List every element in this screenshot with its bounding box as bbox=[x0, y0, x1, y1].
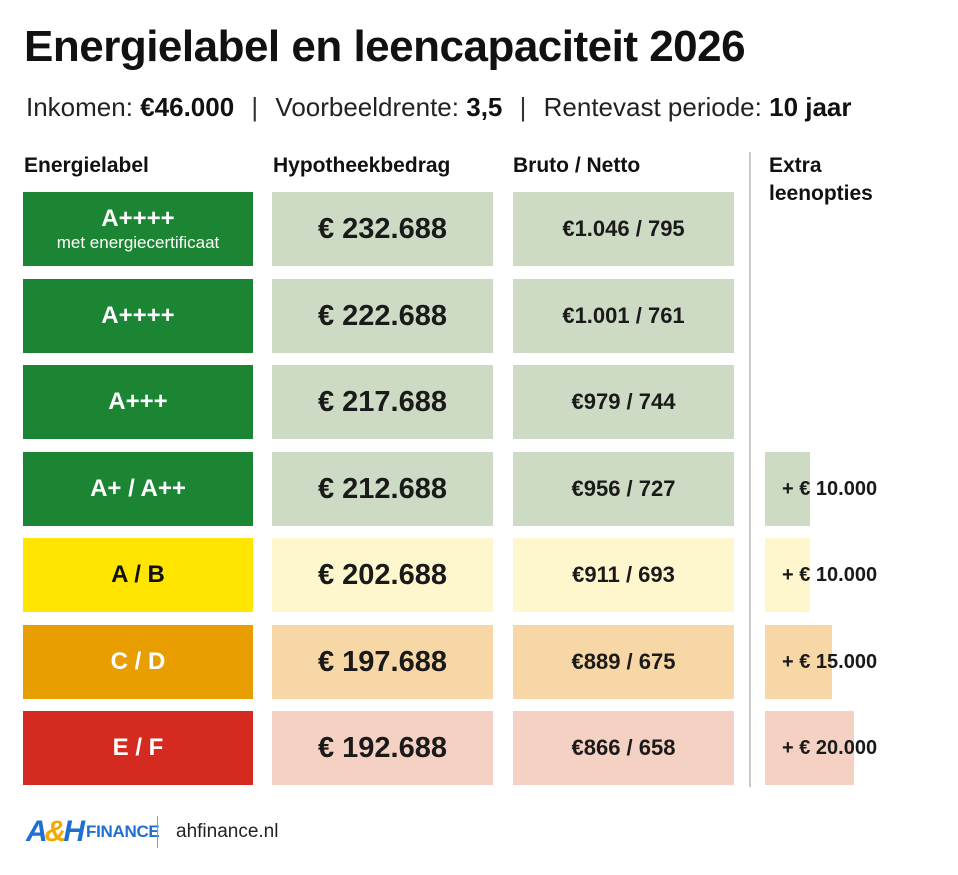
table-row: A+ / A++ € 212.688 €956 / 727 + € 10.000 bbox=[0, 452, 958, 526]
periode-label: Rentevast periode: bbox=[543, 92, 762, 122]
energy-label-cell: A+ / A++ bbox=[23, 452, 253, 526]
column-header-extra-line1: Extra bbox=[769, 154, 822, 177]
footer-url: ahfinance.nl bbox=[176, 821, 279, 842]
mortgage-amount-cell: € 202.688 bbox=[272, 538, 493, 612]
energy-label-cell: E / F bbox=[23, 711, 253, 785]
energy-label-cell: C / D bbox=[23, 625, 253, 699]
extra-loan-bar bbox=[765, 711, 854, 785]
mortgage-amount-cell: € 217.688 bbox=[272, 365, 493, 439]
ah-finance-logo: A&H FINANCE bbox=[26, 815, 160, 848]
table-row: C / D € 197.688 €889 / 675 + € 15.000 bbox=[0, 625, 958, 699]
logo-wordmark: FINANCE bbox=[86, 822, 160, 841]
gross-net-cell: €889 / 675 bbox=[513, 625, 734, 699]
subtitle: Inkomen: €46.000 | Voorbeeldrente: 3,5 |… bbox=[26, 92, 852, 123]
periode-value: 10 jaar bbox=[769, 92, 852, 122]
extra-loan-label: + € 10.000 bbox=[782, 478, 878, 500]
mortgage-amount-cell: € 192.688 bbox=[272, 711, 493, 785]
inkomen-value: €46.000 bbox=[140, 92, 235, 122]
table-row: A+++ € 217.688 €979 / 744 bbox=[0, 365, 958, 439]
energy-label-cell: A / B bbox=[23, 538, 253, 612]
extra-loan-label: + € 15.000 bbox=[782, 651, 878, 673]
gross-net-cell: €1.046 / 795 bbox=[513, 192, 734, 266]
energy-label-text: A++++ bbox=[101, 302, 175, 329]
footer-divider bbox=[157, 816, 158, 848]
column-header-extra: Extra leenopties bbox=[769, 152, 873, 208]
chart-title: Energielabel en leencapaciteit 2026 bbox=[24, 22, 746, 71]
energy-label-text: A / B bbox=[111, 561, 165, 588]
energy-label-cell: A++++ met energiecertificaat bbox=[23, 192, 253, 266]
energy-label-text: E / F bbox=[112, 734, 164, 761]
column-divider bbox=[749, 152, 751, 787]
energy-label-cell: A+++ bbox=[23, 365, 253, 439]
table-row: E / F € 192.688 €866 / 658 + € 20.000 bbox=[0, 711, 958, 785]
mortgage-amount-cell: € 197.688 bbox=[272, 625, 493, 699]
energy-label-text: A+++ bbox=[108, 388, 168, 415]
gross-net-cell: €1.001 / 761 bbox=[513, 279, 734, 353]
energy-label-text: A+ / A++ bbox=[90, 475, 186, 502]
column-header-extra-line2: leenopties bbox=[769, 182, 873, 205]
mortgage-amount-cell: € 222.688 bbox=[272, 279, 493, 353]
subtitle-separator: | bbox=[519, 92, 527, 122]
extra-loan-label: + € 10.000 bbox=[782, 564, 878, 586]
energy-label-text: A++++ bbox=[101, 205, 175, 232]
extra-loan-label: + € 20.000 bbox=[782, 737, 878, 759]
column-header-amount: Hypotheekbedrag bbox=[273, 154, 451, 177]
energy-label-subtext: met energiecertificaat bbox=[56, 233, 220, 252]
rente-label: Voorbeeldrente: bbox=[275, 92, 459, 122]
extra-loan-bar bbox=[765, 538, 810, 612]
table-row: A++++ € 222.688 €1.001 / 761 bbox=[0, 279, 958, 353]
mortgage-amount-cell: € 212.688 bbox=[272, 452, 493, 526]
column-header-gross-net: Bruto / Netto bbox=[513, 154, 641, 177]
extra-loan-bar bbox=[765, 452, 810, 526]
table-row: A / B € 202.688 €911 / 693 + € 10.000 bbox=[0, 538, 958, 612]
column-header-label: Energielabel bbox=[24, 154, 149, 177]
subtitle-separator: | bbox=[251, 92, 259, 122]
logo-mark: A&H bbox=[26, 815, 85, 848]
energy-label-text: C / D bbox=[110, 648, 166, 675]
gross-net-cell: €866 / 658 bbox=[513, 711, 734, 785]
energy-label-cell: A++++ bbox=[23, 279, 253, 353]
table-row: A++++ met energiecertificaat € 232.688 €1.0… bbox=[0, 192, 958, 266]
mortgage-amount-cell: € 232.688 bbox=[272, 192, 493, 266]
extra-loan-bar bbox=[765, 625, 832, 699]
gross-net-cell: €956 / 727 bbox=[513, 452, 734, 526]
gross-net-cell: €911 / 693 bbox=[513, 538, 734, 612]
gross-net-cell: €979 / 744 bbox=[513, 365, 734, 439]
rente-value: 3,5 bbox=[466, 92, 503, 122]
inkomen-label: Inkomen: bbox=[26, 92, 133, 122]
